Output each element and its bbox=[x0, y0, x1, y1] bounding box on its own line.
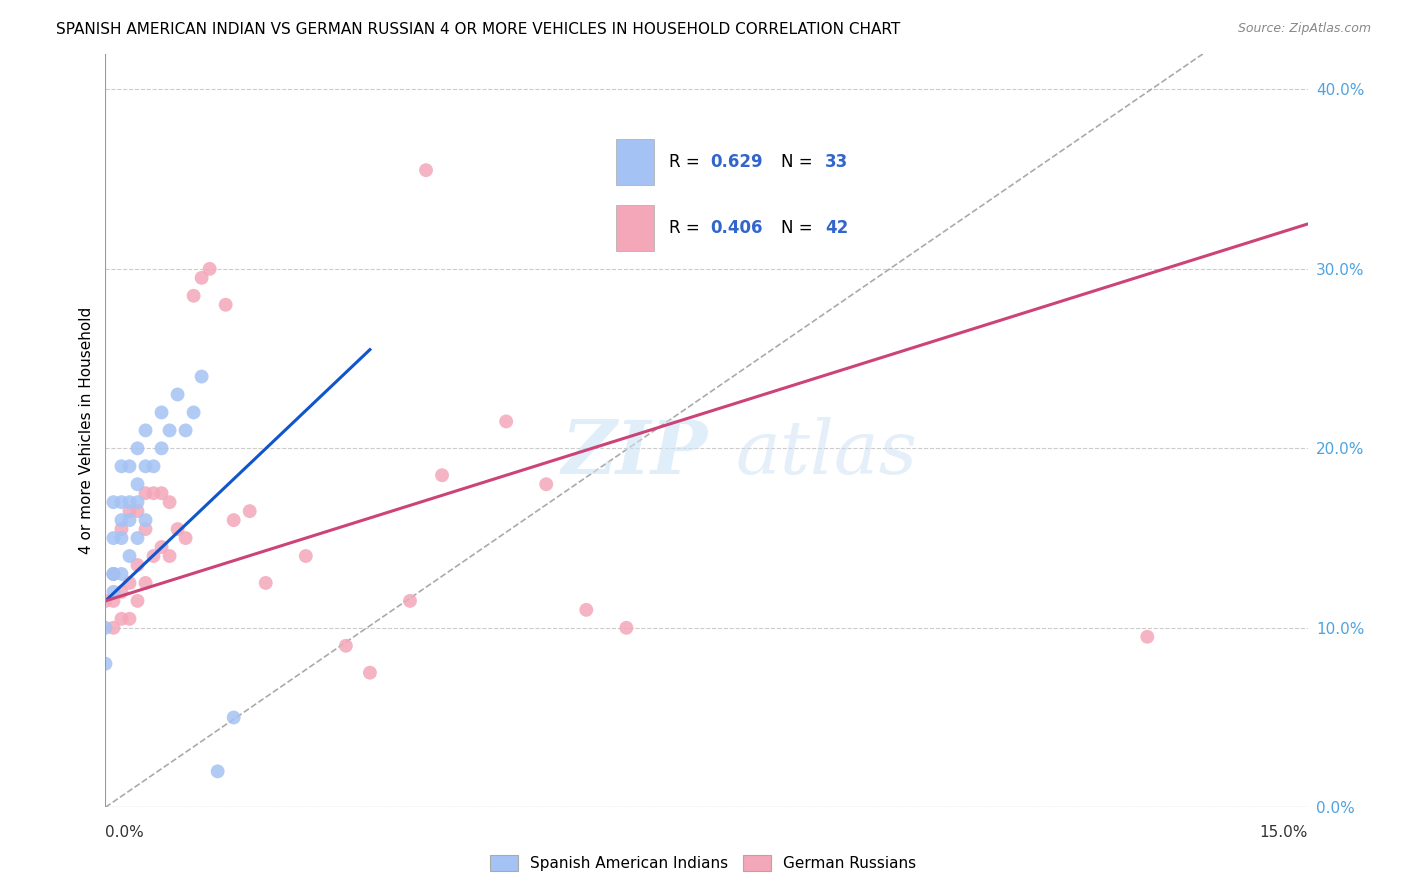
Bar bbox=[616, 139, 654, 185]
Point bbox=[127, 594, 149, 608]
Text: 0.629: 0.629 bbox=[710, 153, 763, 171]
Point bbox=[135, 522, 157, 536]
Point bbox=[335, 639, 357, 653]
Point bbox=[127, 558, 149, 572]
Point bbox=[415, 163, 437, 178]
Point bbox=[150, 405, 173, 419]
Point bbox=[159, 549, 181, 563]
Point bbox=[222, 513, 245, 527]
Point bbox=[118, 504, 141, 518]
Text: N =: N = bbox=[782, 219, 818, 236]
Text: 33: 33 bbox=[825, 153, 848, 171]
Point bbox=[159, 495, 181, 509]
Legend: Spanish American Indians, German Russians: Spanish American Indians, German Russian… bbox=[484, 849, 922, 877]
Point bbox=[103, 566, 125, 581]
Point bbox=[534, 477, 557, 491]
Point bbox=[207, 764, 229, 779]
Point bbox=[110, 566, 132, 581]
Point bbox=[118, 495, 141, 509]
Point bbox=[118, 513, 141, 527]
Point bbox=[150, 442, 173, 456]
Point bbox=[118, 576, 141, 591]
Point bbox=[127, 495, 149, 509]
Point bbox=[110, 522, 132, 536]
Point bbox=[254, 576, 277, 591]
Point bbox=[150, 486, 173, 500]
Bar bbox=[616, 204, 654, 251]
Point bbox=[495, 414, 517, 428]
Text: 15.0%: 15.0% bbox=[1260, 825, 1308, 839]
Point bbox=[135, 486, 157, 500]
Point bbox=[103, 566, 125, 581]
Point bbox=[118, 612, 141, 626]
Text: SPANISH AMERICAN INDIAN VS GERMAN RUSSIAN 4 OR MORE VEHICLES IN HOUSEHOLD CORREL: SPANISH AMERICAN INDIAN VS GERMAN RUSSIA… bbox=[56, 22, 900, 37]
Point bbox=[174, 424, 197, 438]
Point bbox=[222, 710, 245, 724]
Point bbox=[127, 504, 149, 518]
Point bbox=[103, 585, 125, 599]
Point bbox=[135, 459, 157, 474]
Point bbox=[110, 495, 132, 509]
Point bbox=[110, 531, 132, 545]
Point bbox=[183, 405, 205, 419]
Point bbox=[135, 576, 157, 591]
Point bbox=[103, 566, 125, 581]
Text: N =: N = bbox=[782, 153, 818, 171]
Point bbox=[166, 522, 188, 536]
Point bbox=[135, 513, 157, 527]
Text: R =: R = bbox=[669, 219, 706, 236]
Point bbox=[110, 585, 132, 599]
Point bbox=[118, 459, 141, 474]
Text: R =: R = bbox=[669, 153, 706, 171]
Point bbox=[174, 531, 197, 545]
Text: 0.406: 0.406 bbox=[710, 219, 763, 236]
Point bbox=[142, 486, 165, 500]
Point bbox=[190, 270, 212, 285]
Point bbox=[166, 387, 188, 401]
Point bbox=[94, 594, 117, 608]
Point bbox=[214, 298, 236, 312]
Point bbox=[159, 424, 181, 438]
Point bbox=[103, 531, 125, 545]
Point bbox=[142, 459, 165, 474]
Point bbox=[183, 289, 205, 303]
Point bbox=[127, 442, 149, 456]
Point bbox=[127, 531, 149, 545]
Point bbox=[103, 594, 125, 608]
Point bbox=[110, 612, 132, 626]
Text: 0.0%: 0.0% bbox=[105, 825, 145, 839]
Point bbox=[295, 549, 318, 563]
Point bbox=[110, 459, 132, 474]
Point bbox=[142, 549, 165, 563]
Point bbox=[399, 594, 422, 608]
Text: Source: ZipAtlas.com: Source: ZipAtlas.com bbox=[1237, 22, 1371, 36]
Point bbox=[103, 495, 125, 509]
Point bbox=[190, 369, 212, 384]
Point bbox=[430, 468, 453, 483]
Point bbox=[135, 424, 157, 438]
Point bbox=[118, 549, 141, 563]
Text: atlas: atlas bbox=[735, 417, 918, 489]
Point bbox=[239, 504, 262, 518]
Point bbox=[150, 540, 173, 554]
Text: 42: 42 bbox=[825, 219, 848, 236]
Point bbox=[1136, 630, 1159, 644]
Point bbox=[94, 657, 117, 671]
Point bbox=[127, 477, 149, 491]
Point bbox=[198, 261, 221, 276]
Point bbox=[616, 621, 638, 635]
Point bbox=[94, 621, 117, 635]
Point bbox=[575, 603, 598, 617]
Point bbox=[103, 621, 125, 635]
Y-axis label: 4 or more Vehicles in Household: 4 or more Vehicles in Household bbox=[79, 307, 94, 554]
Point bbox=[110, 513, 132, 527]
Point bbox=[359, 665, 381, 680]
Text: ZIP: ZIP bbox=[561, 417, 707, 489]
